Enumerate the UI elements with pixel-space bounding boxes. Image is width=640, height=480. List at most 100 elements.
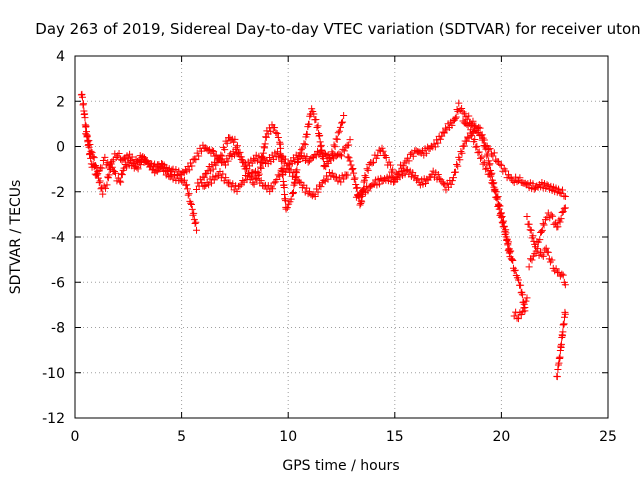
data-point <box>458 149 466 157</box>
data-point <box>172 165 180 173</box>
data-point <box>218 152 226 160</box>
data-point <box>317 141 325 149</box>
data-point <box>110 168 118 176</box>
data-point <box>389 166 397 174</box>
data-point <box>207 179 215 187</box>
data-point <box>349 164 357 172</box>
data-point <box>161 164 169 172</box>
data-point <box>257 164 265 172</box>
data-point <box>108 163 116 171</box>
data-point <box>448 177 456 185</box>
data-point <box>183 181 191 189</box>
data-point <box>464 133 472 141</box>
data-point <box>303 184 311 192</box>
data-point <box>490 186 498 194</box>
data-point <box>324 175 332 183</box>
data-point <box>83 131 91 139</box>
data-point <box>540 221 548 229</box>
data-point <box>271 124 279 132</box>
data-point <box>525 220 533 228</box>
data-point <box>549 212 557 220</box>
y-tick-label: -2 <box>51 185 65 201</box>
data-point <box>303 130 311 138</box>
data-point <box>230 138 238 146</box>
data-point <box>368 159 376 167</box>
data-point <box>231 135 239 143</box>
data-point <box>283 165 291 173</box>
data-point <box>210 147 218 155</box>
data-point <box>450 116 458 124</box>
data-point <box>175 167 183 175</box>
data-point <box>185 166 193 174</box>
data-point <box>486 160 494 168</box>
data-point <box>276 172 284 180</box>
data-point <box>487 170 495 178</box>
data-point <box>456 106 464 114</box>
data-point <box>471 135 479 143</box>
data-point <box>455 99 463 107</box>
data-point <box>102 184 110 192</box>
data-point <box>559 328 567 336</box>
data-point <box>89 153 97 161</box>
data-point <box>195 152 203 160</box>
data-point <box>480 159 488 167</box>
data-point <box>525 263 533 271</box>
data-point <box>230 186 238 194</box>
data-point <box>169 175 177 183</box>
series-arc-h <box>510 294 531 323</box>
data-point <box>512 173 520 181</box>
data-point <box>94 174 102 182</box>
data-point <box>490 179 498 187</box>
data-point <box>538 226 546 234</box>
y-tick-label: -4 <box>51 230 65 246</box>
data-point <box>483 152 491 160</box>
data-point <box>555 269 563 277</box>
data-point <box>330 141 338 149</box>
data-point <box>92 163 100 171</box>
y-axis-label: SDTVAR / TECUs <box>8 180 24 295</box>
data-point <box>554 366 562 374</box>
data-point <box>134 165 142 173</box>
series-arc-d <box>199 164 352 201</box>
data-point <box>104 174 112 182</box>
data-point <box>402 166 410 174</box>
data-point <box>267 183 275 191</box>
series-arc-g <box>459 117 529 315</box>
data-point <box>504 240 512 248</box>
data-point <box>303 153 311 161</box>
data-point <box>552 265 560 273</box>
x-tick-label: 0 <box>71 429 80 445</box>
data-point <box>352 181 360 189</box>
data-point <box>544 248 552 256</box>
data-point <box>501 231 509 239</box>
data-point <box>448 121 456 129</box>
data-point <box>465 112 473 120</box>
data-point <box>482 165 490 173</box>
data-point <box>233 187 241 195</box>
data-point <box>396 161 404 169</box>
data-point <box>90 154 98 162</box>
data-point <box>305 120 313 128</box>
plot-frame <box>74 55 609 419</box>
data-point <box>561 204 569 212</box>
data-point <box>559 186 567 194</box>
data-point <box>105 171 113 179</box>
data-point <box>346 157 354 165</box>
data-point <box>287 195 295 203</box>
data-point <box>81 114 89 122</box>
data-point <box>296 149 304 157</box>
data-point <box>456 156 464 164</box>
data-point <box>558 208 566 216</box>
data-point <box>114 174 122 182</box>
data-point <box>317 143 325 151</box>
data-point <box>422 149 430 157</box>
data-point <box>262 133 270 141</box>
grid-lines <box>75 56 608 418</box>
series-arc-i <box>523 204 569 251</box>
data-point <box>385 158 393 166</box>
data-point <box>261 144 269 152</box>
data-point <box>539 220 547 228</box>
data-point <box>278 157 286 165</box>
data-point <box>283 204 291 212</box>
data-point <box>300 140 308 148</box>
